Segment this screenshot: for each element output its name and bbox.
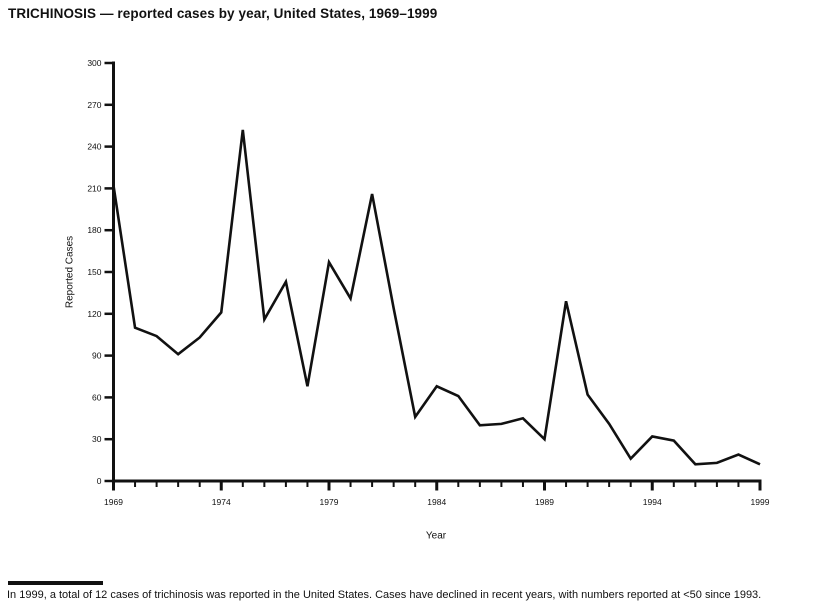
x-tick-label: 1994 <box>643 497 662 507</box>
x-axis-title: Year <box>425 530 447 542</box>
x-tick-label: 1989 <box>535 497 554 507</box>
page-title: TRICHINOSIS — reported cases by year, Un… <box>8 6 438 21</box>
x-tick-label: 1979 <box>320 497 339 507</box>
y-tick-label: 210 <box>87 183 101 193</box>
y-tick-label: 60 <box>92 392 102 402</box>
y-tick-label: 120 <box>87 309 101 319</box>
y-tick-label: 270 <box>87 100 101 110</box>
y-tick-label: 30 <box>92 434 102 444</box>
x-tick-label: 1969 <box>104 497 123 507</box>
y-tick-label: 300 <box>87 58 101 68</box>
y-tick-label: 180 <box>87 225 101 235</box>
y-tick-label: 240 <box>87 142 101 152</box>
x-tick-label: 1984 <box>427 497 446 507</box>
x-tick-label: 1974 <box>212 497 231 507</box>
x-tick-label: 1999 <box>751 497 770 507</box>
y-axis-title: Reported Cases <box>64 235 76 309</box>
footnote-text: In 1999, a total of 12 cases of trichino… <box>7 589 762 601</box>
y-tick-label: 0 <box>97 476 102 486</box>
y-tick-label: 150 <box>87 267 101 277</box>
y-tick-label: 90 <box>92 351 102 361</box>
footnote-rule <box>8 581 103 585</box>
cases-by-year-line <box>112 129 761 466</box>
